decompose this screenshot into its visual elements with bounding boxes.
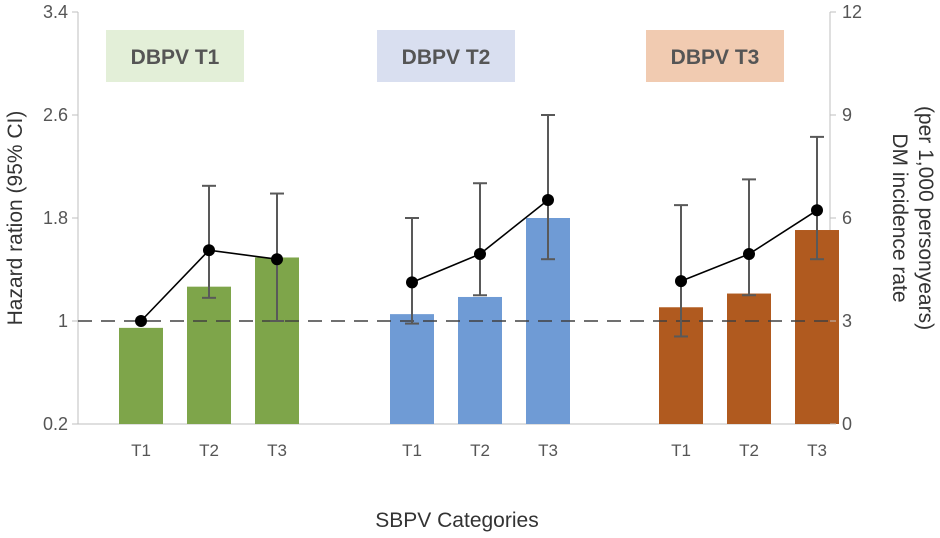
x-tick-label: T3 bbox=[538, 441, 558, 460]
hazard-ratio-point bbox=[203, 244, 215, 257]
y-tick-label: 1.8 bbox=[43, 208, 68, 228]
hazard-ratio-point bbox=[135, 315, 147, 327]
group-labels-layer: DBPV T1 DBPV T2 DBPV T3 bbox=[106, 30, 784, 82]
y2-axis-title-line2: (per 1,000 personyears) bbox=[914, 106, 937, 330]
hazard-ratio-point bbox=[743, 248, 755, 261]
y2-tick-label: 6 bbox=[842, 208, 852, 228]
group-label-box bbox=[106, 30, 244, 82]
group-label-box bbox=[377, 30, 515, 82]
hazard-ratio-point bbox=[675, 275, 687, 288]
y2-tick-label: 12 bbox=[842, 2, 862, 22]
y-tick-label: 1 bbox=[58, 311, 68, 331]
x-tick-label: T3 bbox=[267, 441, 287, 460]
incidence-bar bbox=[119, 327, 163, 424]
y-axis-title: Hazard ration (95% CI) bbox=[4, 111, 27, 326]
x-tick-label: T1 bbox=[131, 441, 151, 460]
y2-tick-label: 3 bbox=[842, 311, 852, 331]
hazard-ratio-point bbox=[474, 248, 486, 261]
incidence-bar bbox=[795, 230, 839, 424]
y2-axis-title-line1: DM incidence rate bbox=[888, 133, 911, 302]
group-label: DBPV T1 bbox=[131, 46, 220, 69]
x-tick-label: T2 bbox=[199, 441, 219, 460]
group-label: DBPV T3 bbox=[671, 46, 760, 69]
ticks-layer: 3.4 2.6 1.8 1 0.2 12 9 6 3 0 T1 T2 T3 T1 T2 T3 T1 T2 T3 bbox=[43, 2, 862, 460]
error-bars-layer bbox=[202, 114, 824, 338]
y2-tick-label: 9 bbox=[842, 105, 852, 125]
hazard-ratio-point bbox=[542, 193, 554, 206]
incidence-bar bbox=[390, 314, 434, 424]
y-tick-label: 0.2 bbox=[43, 414, 68, 434]
incidence-bar bbox=[187, 286, 231, 424]
x-tick-label: T2 bbox=[739, 441, 759, 460]
x-tick-label: T3 bbox=[807, 441, 827, 460]
group-label: DBPV T2 bbox=[402, 46, 491, 69]
hazard-lines-layer bbox=[135, 193, 823, 327]
hazard-ratio-point bbox=[271, 253, 283, 266]
x-tick-label: T1 bbox=[671, 441, 691, 460]
incidence-bar bbox=[727, 293, 771, 424]
y-tick-label: 2.6 bbox=[43, 105, 68, 125]
y-tick-label: 3.4 bbox=[43, 2, 68, 22]
x-axis-title: SBPV Categories bbox=[375, 509, 538, 532]
group-label-box bbox=[646, 30, 784, 82]
y2-tick-label: 0 bbox=[842, 414, 852, 434]
x-tick-label: T2 bbox=[470, 441, 490, 460]
hazard-ratio-point bbox=[811, 204, 823, 217]
incidence-bar bbox=[458, 296, 502, 424]
x-tick-label: T1 bbox=[402, 441, 422, 460]
bars-layer bbox=[119, 218, 839, 424]
hazard-ratio-point bbox=[406, 276, 418, 289]
